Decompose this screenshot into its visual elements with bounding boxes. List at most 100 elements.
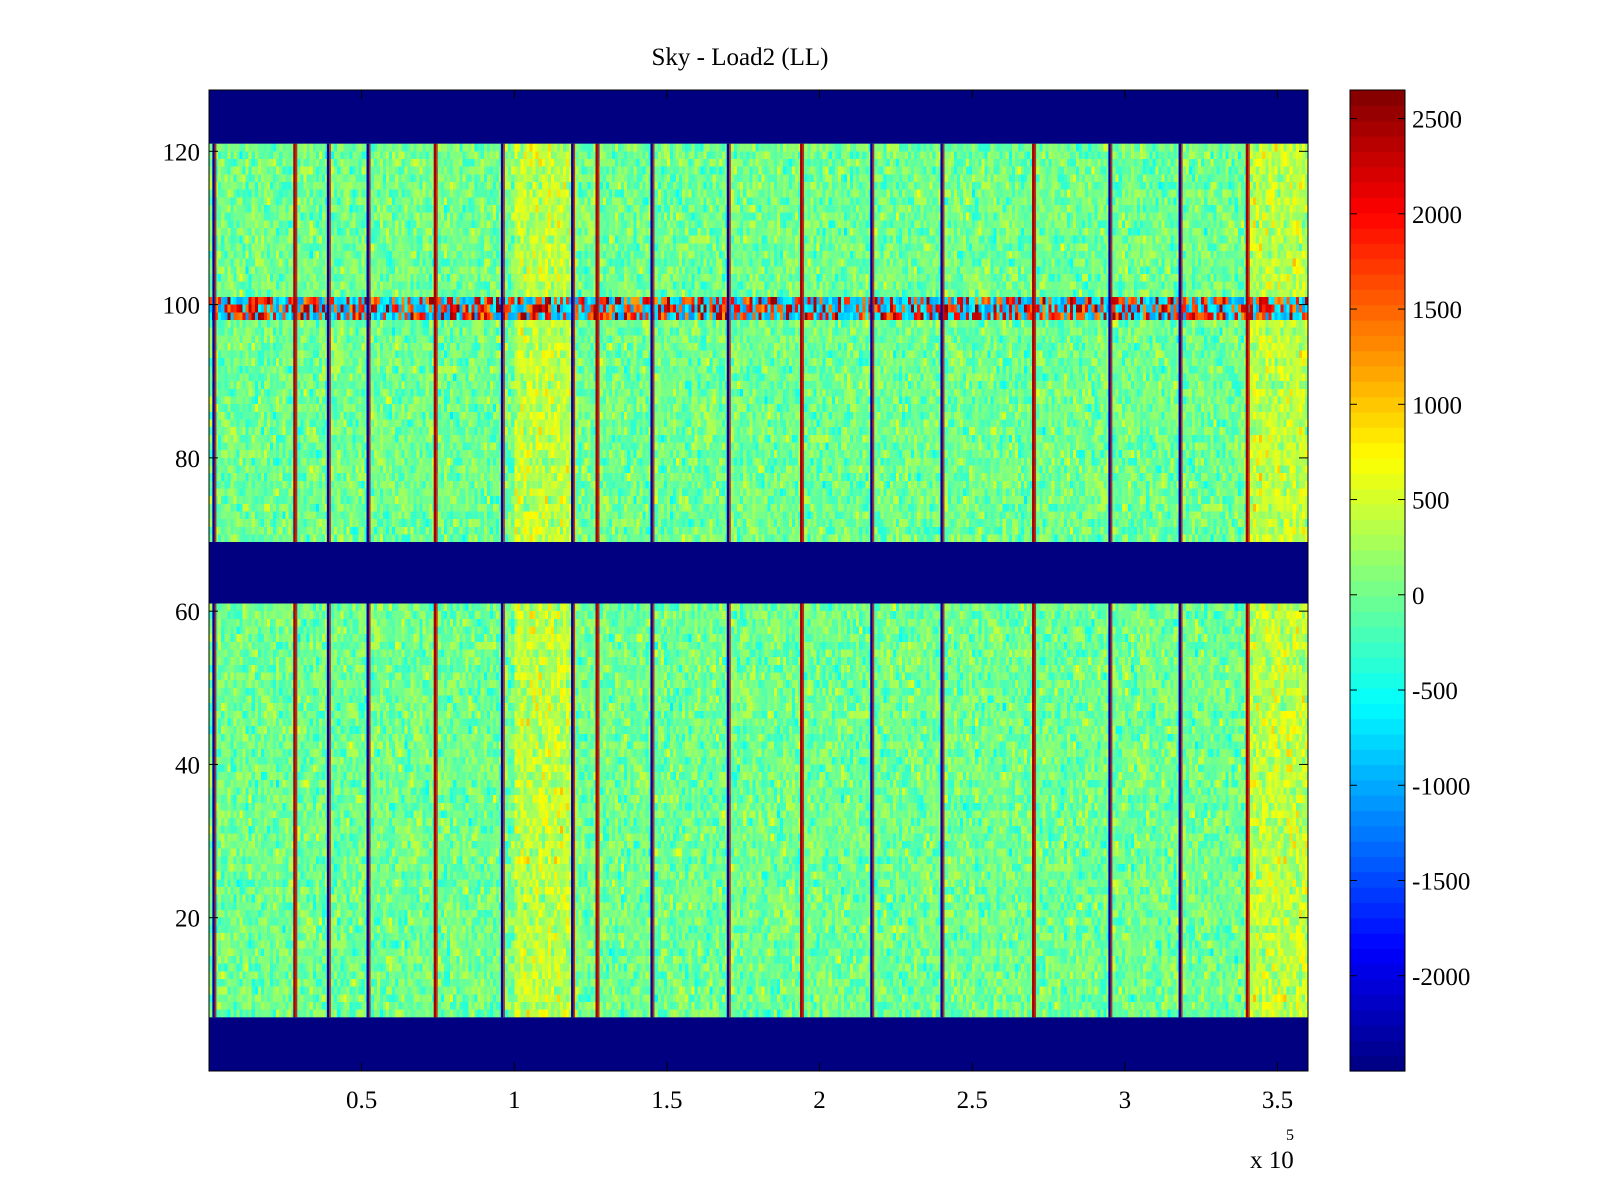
vertical-stripe — [326, 603, 330, 1018]
colorbar-segment — [1350, 580, 1405, 597]
y-tick-label: 20 — [175, 906, 200, 933]
x-tick-label: 1 — [508, 1087, 521, 1114]
colorbar-segment — [1350, 611, 1405, 628]
colorbar-segment — [1350, 197, 1405, 214]
colorbar-segment — [1350, 825, 1405, 842]
vertical-stripe — [800, 603, 803, 1018]
colorbar-tick-label: 0 — [1412, 583, 1425, 610]
colorbar-tick-label: -1000 — [1412, 773, 1470, 800]
masked-channel-band — [209, 542, 1308, 604]
colorbar-segment — [1350, 626, 1405, 643]
colorbar-segment — [1350, 933, 1405, 949]
colorbar-segment — [1350, 335, 1405, 352]
vertical-stripe — [800, 143, 803, 543]
colorbar-segment — [1350, 534, 1405, 551]
vertical-stripe — [940, 603, 943, 1018]
vertical-stripe — [1032, 143, 1035, 543]
colorbar-frame — [1349, 89, 1406, 1072]
y-tick-label: 120 — [163, 139, 201, 166]
vertical-stripe-edge — [1110, 603, 1113, 1018]
colorbar-segment — [1350, 795, 1405, 812]
colorbar-segment — [1350, 90, 1405, 106]
colorbar-segment — [1350, 227, 1405, 244]
colorbar-tick-label: 1500 — [1412, 297, 1462, 324]
colorbar-segment — [1350, 212, 1405, 229]
colorbar-segment — [1350, 151, 1405, 168]
vertical-stripe — [1178, 603, 1181, 1018]
vertical-stripe — [595, 603, 598, 1018]
colorbar-segment — [1350, 733, 1405, 750]
vertical-stripe — [212, 143, 215, 543]
colorbar-segment — [1350, 902, 1405, 919]
x-tick-label: 1.5 — [651, 1087, 682, 1114]
vertical-stripe-edge — [1034, 603, 1037, 1018]
colorbar-segment — [1350, 519, 1405, 536]
colorbar-segment — [1350, 427, 1405, 444]
colorbar-tick-label: 2000 — [1412, 202, 1462, 229]
vertical-stripe — [212, 603, 215, 1018]
vertical-stripe-edge — [872, 603, 875, 1018]
vertical-stripe-edge — [652, 603, 655, 1018]
vertical-stripe — [500, 143, 504, 543]
vertical-stripe-edge — [597, 603, 600, 1018]
colorbar-segment — [1350, 871, 1405, 888]
vertical-stripe — [571, 603, 574, 1018]
x-tick-label: 2 — [813, 1087, 826, 1114]
x-axis: 0.5 1 1.5 2 2.5 3 3.5 — [346, 90, 1293, 1114]
colorbar-segment — [1350, 764, 1405, 781]
colorbar-tick-label: -1500 — [1412, 869, 1470, 896]
vertical-stripe-edge — [214, 603, 217, 1018]
vertical-stripe-edge — [329, 143, 331, 543]
y-tick-label: 60 — [175, 599, 200, 626]
plot-frame — [208, 89, 1309, 1072]
vertical-stripe-edge — [1248, 603, 1250, 1018]
vertical-stripe-edge — [368, 143, 371, 543]
vertical-stripe-edge — [1034, 143, 1037, 543]
vertical-stripe-edge — [942, 603, 945, 1018]
colorbar: 2500 2000 1500 1000 500 0 -500 -1000 -1500 -2000 — [1349, 89, 1470, 1072]
colorbar-segment — [1350, 396, 1405, 413]
vertical-stripe-edge — [1180, 143, 1183, 543]
colorbar-segment — [1350, 841, 1405, 858]
colorbar-segment — [1350, 1025, 1405, 1041]
vertical-stripe — [326, 143, 330, 543]
masked-bands — [209, 90, 1308, 1071]
vertical-stripe — [650, 143, 653, 543]
colorbar-segment — [1350, 917, 1405, 934]
vertical-stripe — [293, 143, 296, 543]
x-tick-label: 3 — [1119, 1087, 1132, 1114]
vertical-stripe-edge — [802, 603, 805, 1018]
colorbar-segment — [1350, 979, 1405, 995]
y-tick-label: 100 — [163, 293, 201, 320]
vertical-stripe-edge — [295, 143, 298, 543]
colorbar-segment — [1350, 994, 1405, 1011]
colorbar-segment — [1350, 120, 1405, 137]
x-axis-multiplier-exponent: 5 — [1286, 1127, 1294, 1144]
colorbar-segment — [1350, 411, 1405, 428]
masked-channel-band — [209, 90, 1308, 144]
vertical-stripe — [1245, 603, 1249, 1018]
vertical-stripe-edge — [368, 603, 371, 1018]
colorbar-segment — [1350, 442, 1405, 459]
vertical-stripe-edge — [436, 603, 438, 1018]
vertical-stripe — [726, 603, 730, 1018]
vertical-stripe — [650, 603, 653, 1018]
masked-channel-band — [209, 1017, 1308, 1071]
colorbar-segment — [1350, 1040, 1405, 1057]
vertical-stripe — [366, 143, 369, 543]
y-tick-label: 80 — [175, 446, 200, 473]
colorbar-segment — [1350, 1055, 1405, 1072]
colorbar-segment — [1350, 273, 1405, 290]
colorbar-segment — [1350, 503, 1405, 520]
y-axis: 20 40 60 80 100 120 — [163, 139, 1308, 933]
vertical-stripe — [595, 143, 598, 543]
vertical-stripe-edge — [942, 143, 945, 543]
vertical-stripe — [940, 143, 943, 543]
vertical-stripe-edge — [1248, 143, 1250, 543]
colorbar-segment — [1350, 105, 1405, 122]
colorbar-segment — [1350, 779, 1405, 796]
vertical-stripe-edge — [729, 143, 731, 543]
x-tick-label: 0.5 — [346, 1087, 377, 1114]
colorbar-tick-label: -500 — [1412, 678, 1458, 705]
